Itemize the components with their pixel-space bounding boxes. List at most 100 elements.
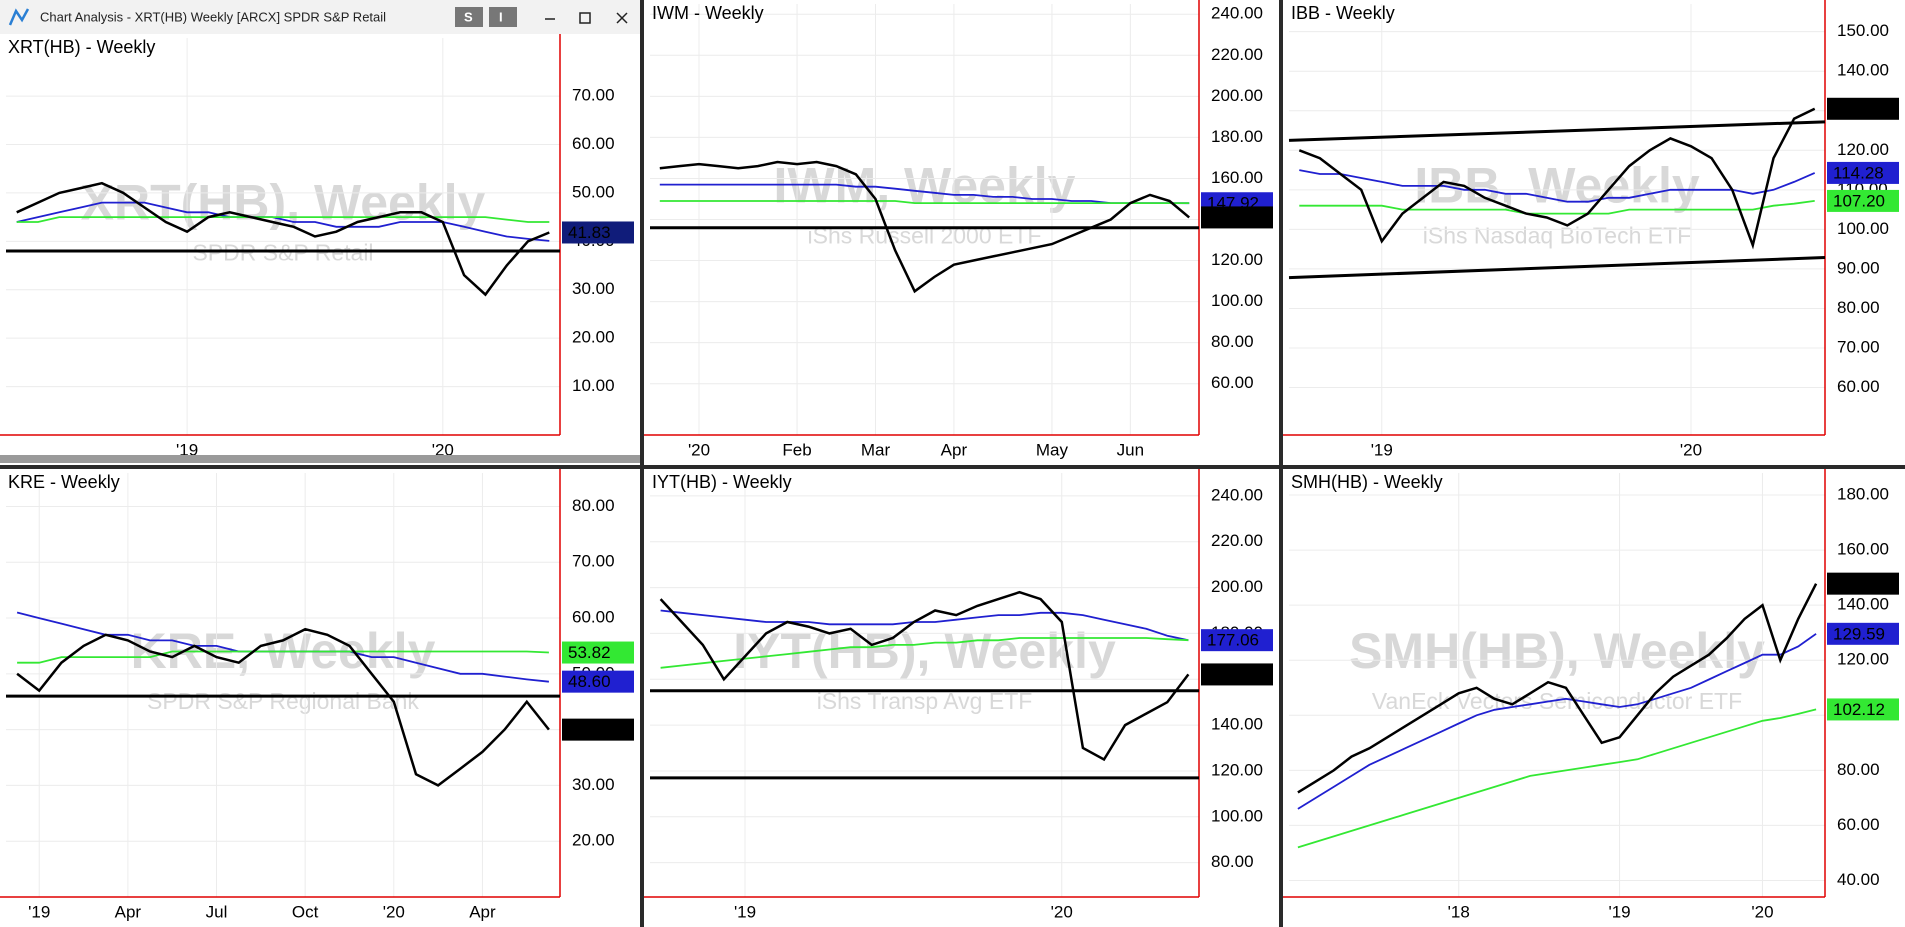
button-bg[interactable] bbox=[489, 7, 517, 27]
price-line bbox=[660, 637, 1189, 669]
y-tick-label: 60.00 bbox=[572, 608, 615, 627]
y-tick-label: 180.00 bbox=[1211, 127, 1263, 146]
x-tick-label: '18 bbox=[1448, 902, 1470, 921]
y-tick-label: 30.00 bbox=[572, 279, 615, 298]
x-tick-label: '19 bbox=[176, 440, 198, 459]
y-tick-label: 140.00 bbox=[1211, 715, 1263, 734]
price-label-box bbox=[1827, 698, 1899, 721]
y-tick-label: 140.00 bbox=[1837, 61, 1889, 80]
x-tick-label: '19 bbox=[1371, 440, 1393, 459]
price-line bbox=[1298, 107, 1816, 250]
price-label-box bbox=[1827, 622, 1899, 645]
chart-title: IWM - Weekly bbox=[652, 3, 764, 23]
window-title: Chart Analysis - XRT(HB) Weekly [ARCX] S… bbox=[40, 9, 386, 24]
price-line bbox=[1297, 708, 1817, 849]
chart-title: IBB - Weekly bbox=[1291, 3, 1395, 23]
y-tick-label: 100.00 bbox=[1837, 219, 1889, 238]
x-tick-label: '20 bbox=[1751, 902, 1773, 921]
price-line bbox=[1297, 633, 1817, 810]
price-label-box bbox=[1827, 161, 1899, 184]
price-label-box bbox=[562, 641, 634, 664]
price-label: 107.20 bbox=[1833, 191, 1885, 210]
price-label-box bbox=[562, 221, 634, 244]
price-line bbox=[16, 181, 550, 297]
y-tick-label: 20.00 bbox=[572, 328, 615, 347]
y-tick-label: 70.00 bbox=[1837, 337, 1880, 356]
price-line bbox=[16, 627, 550, 787]
price-line bbox=[16, 216, 550, 223]
button-label[interactable]: S bbox=[464, 9, 473, 24]
x-tick-label: '20 bbox=[1051, 902, 1073, 921]
y-tick-label: 120.00 bbox=[1211, 760, 1263, 779]
watermark-sub: SPDR S&P Regional Bank bbox=[147, 688, 419, 714]
panel-bg bbox=[0, 34, 640, 465]
panel-bg bbox=[0, 469, 640, 927]
price-label: 130.50 bbox=[1833, 99, 1885, 118]
price-label-box bbox=[562, 718, 634, 741]
x-tick-label: '20 bbox=[1680, 440, 1702, 459]
y-tick-label: 200.00 bbox=[1211, 577, 1263, 596]
watermark: IWM, Weekly bbox=[774, 158, 1076, 214]
y-tick-label: 90.00 bbox=[1837, 258, 1880, 277]
price-label: 147.81 bbox=[1833, 574, 1885, 593]
button-label[interactable]: I bbox=[499, 9, 503, 24]
chart-title: SMH(HB) - Weekly bbox=[1291, 472, 1443, 492]
watermark: IYT(HB), Weekly bbox=[733, 623, 1116, 679]
price-label: 102.12 bbox=[1833, 700, 1885, 719]
x-tick-label: '20 bbox=[383, 902, 405, 921]
y-tick-label: 60.00 bbox=[1837, 377, 1880, 396]
button-bg[interactable] bbox=[455, 7, 483, 27]
y-tick-label: 80.00 bbox=[1211, 332, 1254, 351]
x-tick-label: '19 bbox=[734, 902, 756, 921]
scrollbar bbox=[0, 455, 640, 463]
price-line bbox=[1297, 583, 1818, 794]
title-bar-bg bbox=[0, 0, 640, 34]
maximize[interactable] bbox=[579, 12, 591, 24]
watermark-sub: iShs Nasdaq BioTech ETF bbox=[1423, 223, 1691, 249]
y-tick-label: 80.00 bbox=[1837, 298, 1880, 317]
x-tick-label: '20 bbox=[688, 440, 710, 459]
price-label: 53.82 bbox=[568, 643, 611, 662]
y-tick-label: 30.00 bbox=[572, 775, 615, 794]
watermark-sub: VanEck Vectors Semiconductor ETF bbox=[1372, 688, 1742, 714]
y-tick-label: 80.00 bbox=[1837, 760, 1880, 779]
x-tick-label: '19 bbox=[1608, 902, 1630, 921]
panel-bg bbox=[644, 469, 1279, 927]
trend-line bbox=[1288, 255, 1826, 280]
close[interactable] bbox=[616, 12, 628, 24]
x-tick-label: Jun bbox=[1117, 440, 1144, 459]
y-tick-label: 80.00 bbox=[1211, 852, 1254, 871]
price-label-box bbox=[1827, 189, 1899, 212]
price-line bbox=[660, 609, 1189, 642]
price-label: 177.06 bbox=[1207, 631, 1259, 650]
chart-title: XRT(HB) - Weekly bbox=[8, 37, 155, 57]
price-label: 40.00 bbox=[568, 720, 611, 739]
panel-bg bbox=[644, 0, 1279, 465]
price-label-box bbox=[1827, 572, 1899, 595]
price-line bbox=[659, 200, 1190, 204]
y-tick-label: 70.00 bbox=[572, 86, 615, 105]
x-tick-label: '19 bbox=[28, 902, 50, 921]
y-tick-label: 70.00 bbox=[572, 552, 615, 571]
x-tick-label: Feb bbox=[782, 440, 811, 459]
y-tick-label: 100.00 bbox=[1211, 291, 1263, 310]
price-line bbox=[17, 650, 549, 664]
trend-line bbox=[1288, 120, 1826, 142]
x-tick-label: Apr bbox=[115, 902, 142, 921]
price-label-box bbox=[562, 670, 634, 693]
y-tick-label: 120.00 bbox=[1837, 650, 1889, 669]
y-tick-label: 240.00 bbox=[1211, 4, 1263, 23]
y-tick-label: 40.00 bbox=[1837, 870, 1880, 889]
y-tick-label: 220.00 bbox=[1211, 45, 1263, 64]
chart-panel: SMH(HB), Weekly VanEck Vectors Semiconduc… bbox=[1283, 469, 1905, 927]
price-line bbox=[16, 201, 550, 242]
price-label-box bbox=[1827, 97, 1899, 120]
app-icon bbox=[8, 8, 30, 26]
y-tick-label: 140.00 bbox=[1837, 595, 1889, 614]
